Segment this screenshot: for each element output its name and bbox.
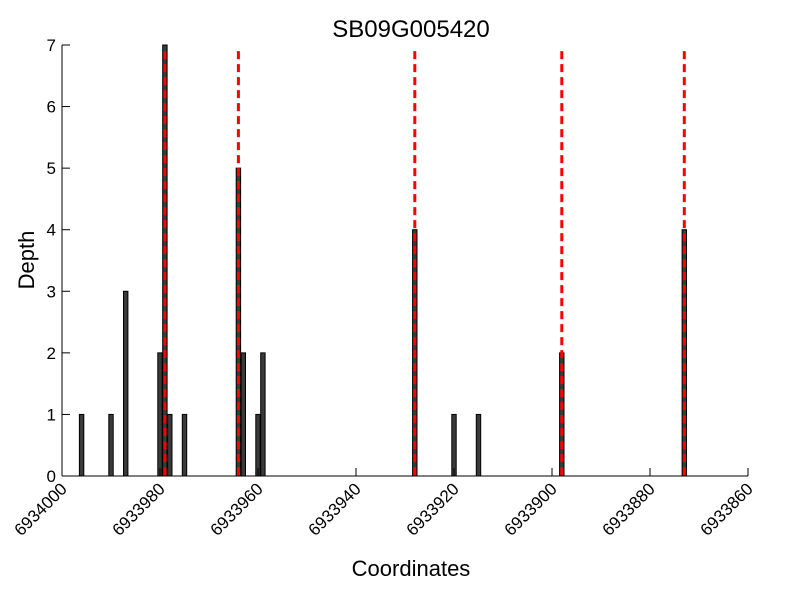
x-axis-label: Coordinates — [352, 556, 471, 581]
y-axis-label: Depth — [14, 231, 39, 290]
x-tick-label-2: 6933960 — [207, 479, 267, 539]
y-tick-label-5: 5 — [47, 159, 56, 178]
y-tick-label-0: 0 — [47, 467, 56, 486]
bar-3 — [157, 352, 163, 477]
chart-title: SB09G005420 — [332, 16, 489, 43]
x-tick-label-3: 6933940 — [305, 479, 365, 539]
bar-13 — [475, 413, 482, 477]
bar-6 — [181, 413, 188, 477]
bar-5 — [167, 413, 173, 477]
bar-2 — [123, 290, 129, 477]
y-tick-label-3: 3 — [47, 282, 56, 301]
x-tick-label-4: 6933920 — [403, 479, 463, 539]
bar-10 — [260, 352, 266, 477]
bar-0 — [78, 413, 85, 477]
x-tick-label-5: 6933900 — [501, 479, 561, 539]
bar-1 — [108, 413, 114, 477]
bars-layer — [78, 44, 688, 477]
y-tick-label-6: 6 — [47, 98, 56, 117]
ticks-layer: 6934000 6933980 6933960 6933940 6933920 69339… — [11, 36, 757, 540]
y-tick-label-2: 2 — [47, 344, 56, 363]
x-tick-label-6: 6933880 — [599, 479, 659, 539]
bar-9 — [255, 413, 261, 477]
y-tick-label-4: 4 — [47, 221, 56, 240]
bar-8 — [240, 352, 246, 477]
x-tick-label-0: 6934000 — [11, 479, 71, 539]
bar-12 — [451, 413, 457, 477]
x-tick-label-7: 6933860 — [697, 479, 757, 539]
axes-layer — [61, 45, 748, 477]
y-tick-label-7: 7 — [47, 36, 56, 55]
vlines-layer — [163, 51, 686, 476]
x-tick-label-1: 6933980 — [109, 479, 169, 539]
y-tick-label-1: 1 — [47, 405, 56, 424]
